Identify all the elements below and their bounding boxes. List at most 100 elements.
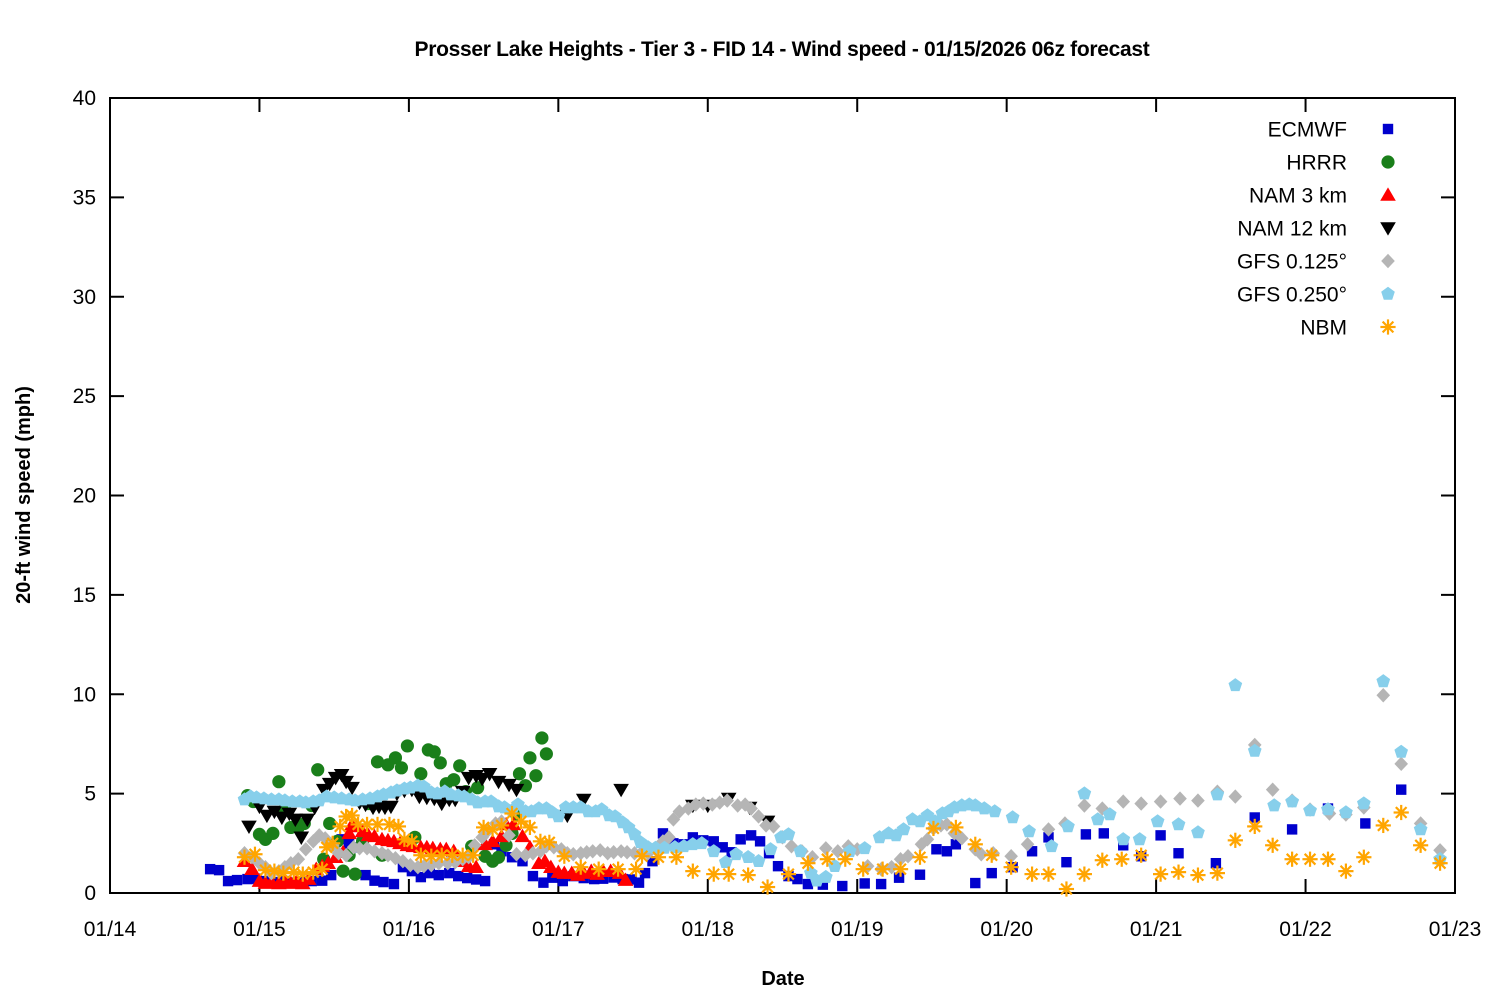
x-axis-label: Date: [761, 968, 804, 990]
asterisk-marker: [513, 813, 529, 830]
diamond-marker: [1077, 798, 1092, 813]
square-marker: [433, 869, 444, 881]
square-marker: [647, 856, 658, 867]
diamond-marker: [585, 844, 600, 859]
circle-marker: [512, 767, 527, 781]
y-tick-label: 30: [73, 286, 96, 309]
square-marker: [1098, 828, 1110, 839]
triangle-down-marker: [287, 813, 304, 828]
diamond-marker: [509, 847, 524, 862]
diamond-marker: [830, 844, 845, 859]
square-marker: [527, 870, 539, 882]
asterisk-marker: [628, 861, 644, 877]
chart-title: Prosser Lake Heights - Tier 3 - FID 14 -…: [415, 38, 1150, 61]
square-marker: [1286, 824, 1298, 835]
asterisk-marker: [855, 861, 871, 877]
square-marker: [1080, 829, 1092, 840]
square-marker: [735, 834, 746, 845]
diamond-marker: [819, 841, 833, 856]
triangle-down-marker: [383, 800, 399, 815]
asterisk-marker: [413, 847, 429, 863]
pentagon-marker: [1022, 824, 1036, 838]
diamond-marker: [1433, 843, 1447, 858]
diamond-marker: [614, 844, 628, 859]
y-tick-label: 20: [73, 485, 96, 508]
square-marker: [633, 877, 645, 888]
pentagon-marker: [1267, 798, 1281, 812]
asterisk-marker: [780, 866, 797, 882]
asterisk-marker: [332, 818, 348, 835]
triangle-down-marker: [433, 797, 450, 812]
x-tick-label: 01/20: [980, 918, 1033, 941]
x-tick-label: 01/19: [831, 918, 884, 941]
triangle-up-marker: [341, 825, 357, 840]
x-tick-label: 01/22: [1279, 918, 1332, 941]
circle-marker: [427, 745, 441, 759]
triangle-up-marker: [484, 833, 501, 848]
square-marker: [708, 836, 719, 847]
triangle-down-marker: [575, 793, 592, 808]
triangle-down-marker: [259, 809, 275, 824]
square-marker: [1155, 830, 1166, 841]
circle-marker: [491, 850, 506, 864]
legend-label: GFS 0.125°: [1237, 251, 1347, 274]
asterisk-marker: [1024, 866, 1040, 882]
square-marker: [931, 844, 942, 855]
diamond-marker: [312, 828, 327, 843]
asterisk-marker: [1380, 319, 1396, 335]
asterisk-marker: [266, 863, 282, 879]
triangle-up-marker: [543, 859, 559, 873]
square-marker: [213, 864, 225, 876]
square-marker: [1173, 848, 1184, 859]
square-marker: [1382, 123, 1394, 135]
square-marker: [222, 875, 234, 887]
triangle-up-marker: [244, 861, 260, 875]
pentagon-marker: [1102, 807, 1117, 821]
circle-marker: [414, 767, 428, 781]
y-axis-label: 20-ft wind speed (mph): [13, 386, 35, 604]
square-marker: [204, 863, 216, 875]
circle-marker: [336, 864, 350, 878]
triangle-up-marker: [514, 828, 531, 843]
square-marker: [496, 846, 507, 857]
diamond-marker: [1265, 782, 1280, 797]
asterisk-marker: [634, 848, 650, 864]
square-marker: [453, 870, 464, 882]
triangle-down-marker: [333, 768, 350, 783]
square-marker: [817, 879, 829, 890]
pentagon-marker: [1394, 744, 1408, 758]
circle-marker: [471, 781, 485, 795]
pentagon-marker: [857, 841, 872, 855]
asterisk-marker: [1356, 849, 1372, 865]
circle-marker: [311, 763, 325, 777]
diamond-marker: [1004, 849, 1018, 864]
square-marker: [941, 846, 953, 857]
square-marker: [470, 874, 482, 885]
diamond-marker: [744, 801, 758, 816]
square-marker: [242, 873, 253, 885]
triangle-up-marker: [300, 871, 317, 885]
square-marker: [914, 869, 926, 880]
square-marker: [970, 877, 981, 889]
pentagon-marker: [1116, 832, 1131, 846]
diamond-marker: [1041, 822, 1056, 837]
square-marker: [772, 860, 784, 872]
asterisk-marker: [476, 819, 492, 836]
diamond-marker: [920, 832, 935, 847]
square-marker: [639, 867, 651, 879]
diamond-marker: [751, 809, 766, 824]
series-nbm: [236, 804, 1448, 897]
pentagon-marker: [1303, 803, 1317, 817]
diamond-marker: [1376, 688, 1391, 703]
x-tick-label: 01/21: [1130, 918, 1183, 941]
y-tick-label: 15: [73, 584, 96, 607]
circle-marker: [266, 826, 280, 840]
asterisk-marker: [1133, 847, 1149, 863]
diamond-marker: [352, 841, 367, 856]
triangle-up-marker: [1380, 187, 1396, 201]
square-marker: [1043, 832, 1054, 843]
pentagon-marker: [1171, 817, 1186, 831]
asterisk-marker: [740, 867, 756, 883]
triangle-down-marker: [299, 813, 316, 828]
pentagon-marker: [1077, 786, 1092, 800]
